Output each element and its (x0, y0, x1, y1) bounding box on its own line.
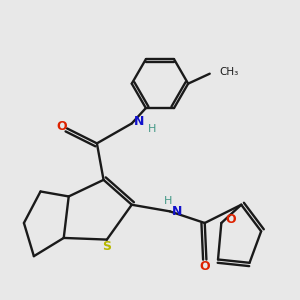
Text: O: O (225, 212, 236, 226)
Text: N: N (134, 115, 144, 128)
Text: H: H (164, 196, 172, 206)
Text: CH₃: CH₃ (219, 67, 238, 77)
Text: O: O (200, 260, 210, 273)
Text: O: O (57, 120, 68, 133)
Text: S: S (102, 240, 111, 254)
Text: H: H (148, 124, 156, 134)
Text: N: N (172, 205, 182, 218)
